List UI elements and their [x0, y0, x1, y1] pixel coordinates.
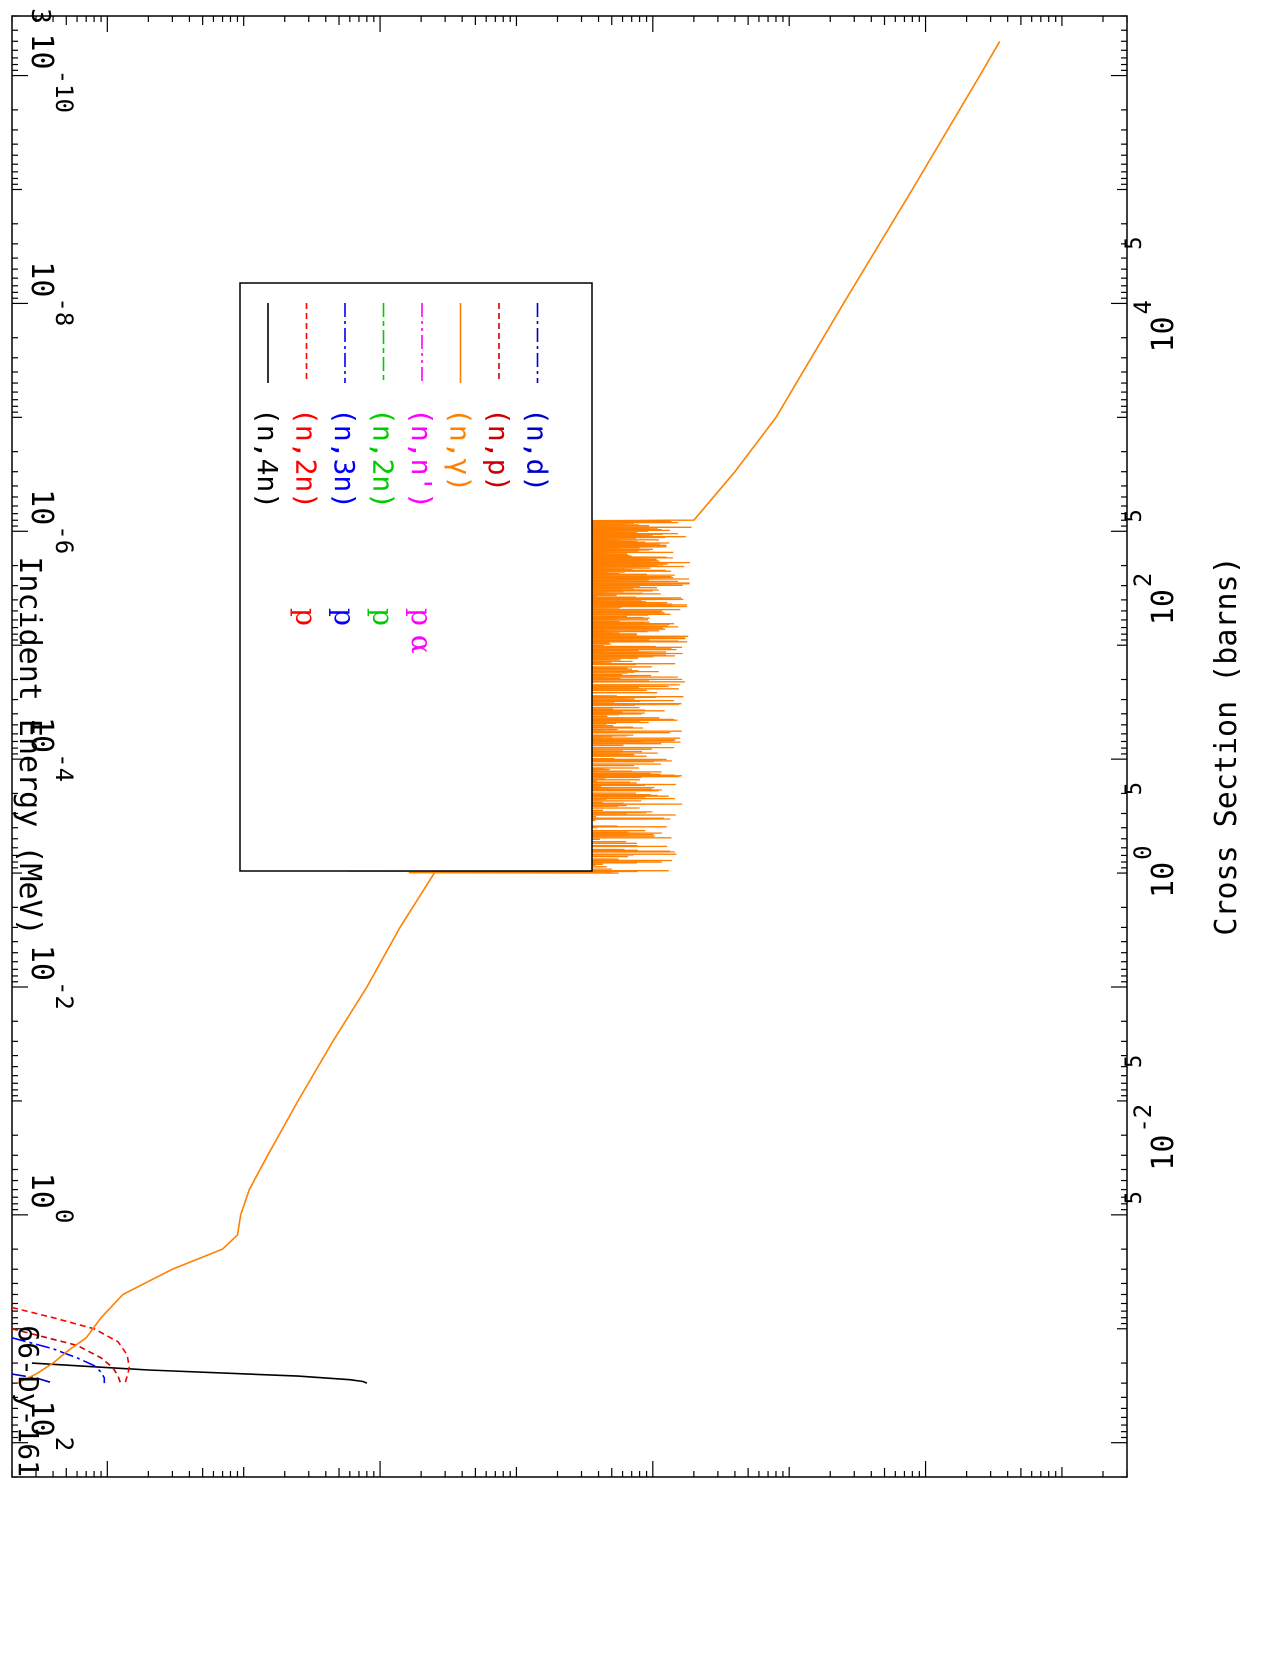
plot-frame: [11, 15, 1128, 1478]
x-tick-label: 100: [24, 1173, 78, 1224]
legend-entry: (n,2n) p: [290, 303, 323, 626]
x-tick-label: 10-10: [24, 33, 78, 112]
legend-entry: (n,γ): [444, 303, 477, 492]
x-axis-ticks: [12, 15, 1127, 1478]
y-tick-label: 10-2: [1129, 1104, 1181, 1171]
x-tick-label: 102: [24, 1401, 78, 1452]
x-tick-label: 10-6: [24, 489, 78, 554]
y-tick-label: 100: [1129, 845, 1181, 898]
legend-suffix: p α: [405, 608, 438, 654]
y-tick-label-exponent: 2: [1129, 573, 1157, 587]
y-tick-label-exponent: 0: [1129, 845, 1157, 859]
y-minor-tick-label: 5: [1122, 236, 1147, 249]
series-ngamma-fast: [17, 872, 435, 1384]
legend-entry: (n,d): [521, 303, 554, 492]
x-tick-label: 10-2: [24, 945, 78, 1010]
legend-entry: (n,3n) p: [328, 303, 361, 626]
series-n3n: [12, 1337, 106, 1384]
y-tick-label-base: 10: [1146, 316, 1181, 352]
legend-suffix: p: [290, 608, 323, 626]
series-n2n: [12, 1306, 131, 1384]
y-tick-label-base: 10: [1146, 862, 1181, 898]
x-tick-label-base: 10: [24, 945, 59, 981]
legend-suffix: p: [328, 608, 361, 626]
y-minor-tick-label: 5: [1122, 1191, 1147, 1204]
y-tick-label-base: 10: [1146, 589, 1181, 625]
y-axis-ticks: [11, 16, 1128, 1477]
y-tick-label: 102: [1129, 573, 1181, 626]
x-tick-label-exponent: -2: [50, 981, 78, 1010]
x-tick-label-base: 10: [24, 261, 59, 297]
x-tick-label-exponent: -6: [50, 525, 78, 554]
y-tick-label-exponent: 4: [1129, 300, 1157, 314]
x-tick-label-base: 10: [24, 1401, 59, 1437]
y-minor-tick-label: 5: [1122, 1055, 1147, 1068]
x-tick-label: 10-4: [24, 717, 78, 782]
legend: (n,4n) (n,2n)p(n,3n)p(n,2n)p(n,n')p α(n,γ…: [239, 282, 593, 872]
series-ngamma-smooth: [693, 40, 1001, 521]
x-tick-label-base: 10: [24, 1173, 59, 1209]
x-axis-label: Incident Energy (MeV): [12, 556, 47, 935]
x-tick-label-exponent: -4: [50, 753, 78, 782]
legend-entry: (n,4n): [251, 303, 284, 509]
y-tick-label: 104: [1129, 300, 1181, 353]
x-tick-label: 10-8: [24, 261, 78, 326]
legend-label: (n,2n): [290, 408, 323, 509]
y-tick-label-base: 10: [1146, 1135, 1181, 1171]
legend-label: (n,n'): [405, 408, 438, 509]
x-tick-label-base: 10: [24, 717, 59, 753]
legend-entry: (n,n') p α: [405, 303, 438, 654]
series-n4n: [31, 1362, 368, 1384]
x-tick-label-base: 10: [24, 489, 59, 525]
legend-entry: (n,p): [482, 303, 515, 492]
x-tick-label-exponent: -10: [50, 70, 78, 113]
y-axis-label: Cross Section (barns): [1209, 556, 1244, 935]
legend-label: (n,2n): [367, 408, 400, 509]
chart-title: 66-Dy-161: [12, 1325, 45, 1477]
legend-box: [239, 282, 593, 872]
x-tick-label-exponent: -8: [50, 297, 78, 326]
legend-label: (n,4n): [251, 408, 284, 509]
legend-label: (n,d): [521, 408, 554, 492]
y-minor-tick-label: 5: [1122, 509, 1147, 522]
x-tick-label-extra: 3: [25, 8, 55, 24]
legend-label: (n,p): [482, 408, 515, 492]
legend-label: (n,γ): [444, 408, 477, 492]
series-nd: [12, 1373, 54, 1384]
legend-label: (n,3n): [328, 408, 361, 509]
x-tick-label-base: 10: [24, 33, 59, 69]
x-tick-label-exponent: 2: [50, 1437, 78, 1451]
legend-suffix: p: [367, 608, 400, 626]
y-minor-tick-label: 5: [1122, 782, 1147, 795]
y-tick-label-exponent: -2: [1129, 1104, 1157, 1133]
x-tick-label-exponent: 0: [50, 1209, 78, 1223]
legend-entry: (n,2n) p: [367, 303, 400, 626]
series-np: [12, 1328, 122, 1384]
